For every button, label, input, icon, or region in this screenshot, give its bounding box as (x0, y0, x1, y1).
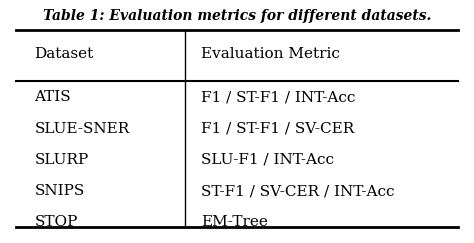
Text: F1 / ST-F1 / SV-CER: F1 / ST-F1 / SV-CER (201, 122, 354, 136)
Text: ST-F1 / SV-CER / INT-Acc: ST-F1 / SV-CER / INT-Acc (201, 184, 394, 198)
Text: SNIPS: SNIPS (35, 184, 85, 198)
Text: SLU-F1 / INT-Acc: SLU-F1 / INT-Acc (201, 153, 334, 167)
Text: F1 / ST-F1 / INT-Acc: F1 / ST-F1 / INT-Acc (201, 90, 356, 104)
Text: Dataset: Dataset (35, 47, 94, 61)
Text: SLUE-SNER: SLUE-SNER (35, 122, 130, 136)
Text: Table 1: Evaluation metrics for different datasets.: Table 1: Evaluation metrics for differen… (43, 9, 431, 23)
Text: EM-Tree: EM-Tree (201, 215, 268, 229)
Text: ATIS: ATIS (35, 90, 71, 104)
Text: SLURP: SLURP (35, 153, 89, 167)
Text: STOP: STOP (35, 215, 78, 229)
Text: Evaluation Metric: Evaluation Metric (201, 47, 340, 61)
